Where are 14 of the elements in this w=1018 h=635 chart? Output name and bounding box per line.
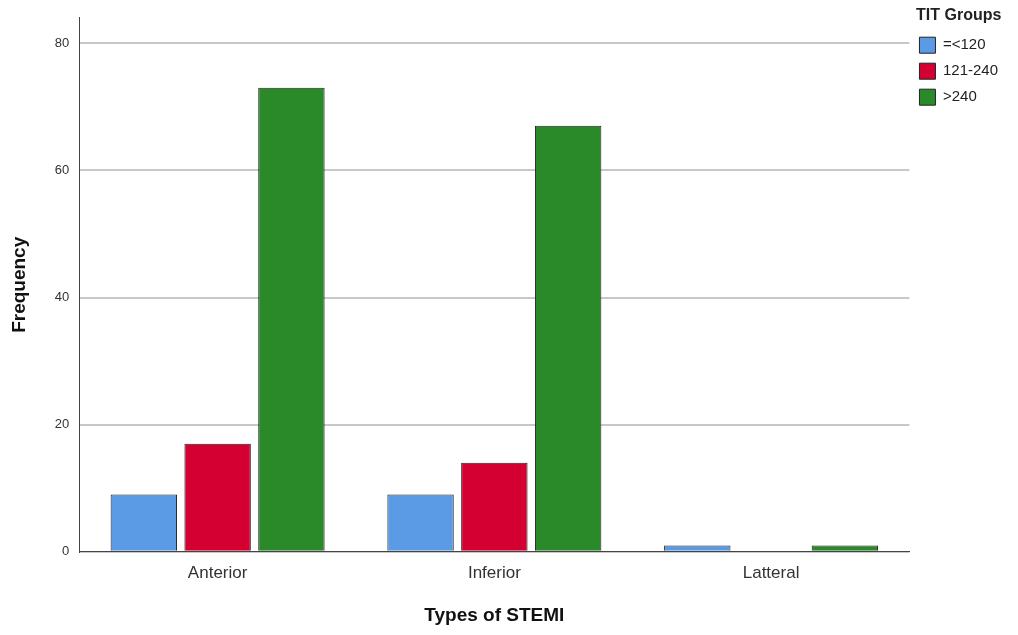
x-tick-label: Latteral (742, 562, 800, 582)
x-tick-label: Inferior (467, 562, 522, 582)
x-tick-label: Anterior (187, 562, 248, 582)
y-tick-label: 20 (54, 416, 70, 432)
y-axis-title: Frequency (7, 236, 29, 333)
y-tick-label: 0 (62, 543, 70, 559)
y-tick-label: 80 (54, 34, 70, 50)
y-tick-label: 40 (54, 289, 70, 305)
legend-title: TIT Groups (916, 6, 1002, 24)
y-tick-label: 60 (54, 161, 70, 177)
legend-label: 121-240 (942, 61, 999, 79)
x-axis-title: Types of STEMI (424, 603, 565, 625)
legend-label: >240 (942, 87, 977, 105)
legend-label: =<120 (942, 35, 986, 53)
